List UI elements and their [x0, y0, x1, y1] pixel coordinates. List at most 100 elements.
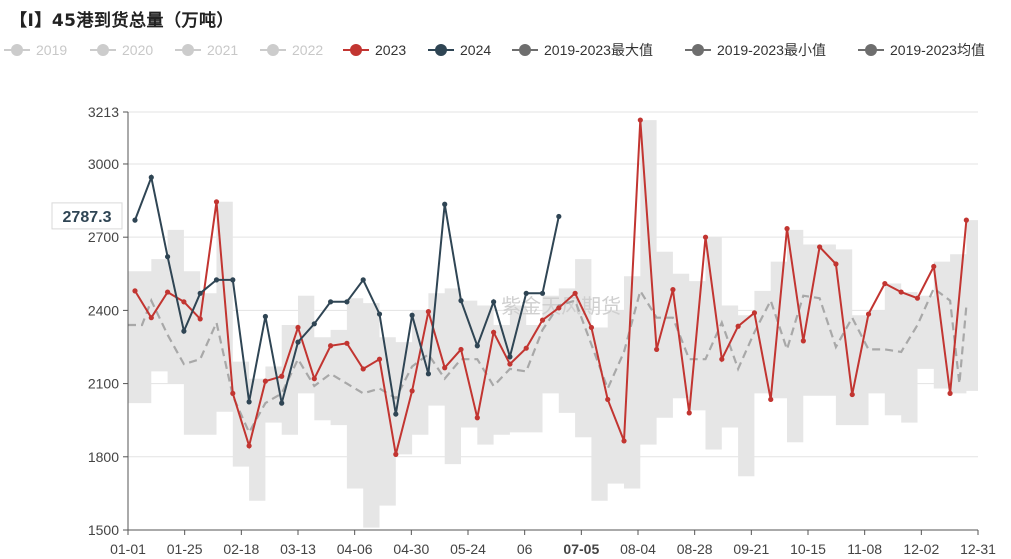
legend-marker-icon: [90, 42, 116, 58]
data-point-2023: [458, 346, 464, 353]
data-point-2023: [947, 390, 953, 396]
data-point-2024: [328, 299, 334, 305]
data-point-2023: [588, 324, 595, 331]
data-point-2023: [344, 340, 350, 346]
data-point-2024: [148, 174, 154, 180]
y-tick-label: 2100: [88, 376, 119, 392]
data-point-2023: [751, 310, 758, 316]
data-point-2024: [425, 371, 432, 377]
data-point-2024: [393, 411, 399, 417]
chart-title: 【I】45港到货总量（万吨）: [10, 11, 234, 31]
data-point-2023: [148, 315, 154, 321]
legend-item-2023[interactable]: 2023: [343, 38, 406, 62]
data-point-2024: [491, 299, 497, 305]
data-point-2023: [800, 338, 806, 344]
legend-item-2024[interactable]: 2024: [428, 38, 491, 62]
legend-label: 2019-2023均值: [890, 42, 985, 58]
legend-label: 2023: [375, 42, 407, 58]
legend-marker-icon: [4, 42, 30, 58]
legend-marker-icon: [858, 42, 884, 58]
legend-item-2019-2023最小值[interactable]: 2019-2023最小值: [685, 38, 826, 62]
x-tick-label: 03-13: [280, 541, 316, 557]
x-tick-label: 09-21: [733, 541, 769, 557]
x-tick-label: 05-24: [450, 541, 486, 557]
legend-item-2019-2023均值[interactable]: 2019-2023均值: [858, 38, 985, 62]
data-point-2023: [393, 451, 399, 457]
data-point-2023: [262, 378, 268, 384]
data-point-2023: [963, 217, 969, 223]
data-point-2024: [181, 328, 187, 334]
y-tick-label: 2700: [88, 229, 119, 245]
mean-layer: [128, 286, 968, 435]
data-point-2023: [882, 280, 888, 287]
data-point-2023: [442, 365, 448, 371]
data-point-2023: [686, 410, 692, 416]
data-point-2023: [279, 373, 285, 379]
legend-item-2019[interactable]: 2019: [4, 38, 67, 62]
data-point-2023: [230, 390, 236, 396]
legend-marker-icon: [512, 42, 538, 58]
data-point-2024: [474, 343, 480, 349]
legend-label: 2019: [36, 42, 68, 58]
x-tick-label: 02-18: [223, 541, 259, 557]
legend-label: 2022: [292, 42, 324, 58]
data-point-2023: [719, 356, 725, 362]
data-point-2024: [556, 213, 562, 220]
data-point-2024: [164, 254, 171, 260]
axis-pointer-label: 2787.3: [63, 209, 112, 226]
data-point-2023: [507, 361, 513, 367]
legend-label: 2024: [460, 42, 492, 58]
data-point-2024: [262, 313, 268, 320]
data-point-2023: [605, 396, 611, 403]
x-tick-label: 11-08: [847, 541, 882, 557]
x-tick-label: 12-31: [960, 541, 996, 557]
y-tick-label: 3000: [88, 156, 119, 172]
data-point-2023: [654, 346, 660, 353]
data-point-2024: [213, 277, 220, 283]
legend-marker-icon: [428, 42, 454, 58]
data-point-2023: [539, 317, 546, 323]
series-line-2023: [134, 120, 968, 455]
x-tick-label: 04-30: [393, 541, 429, 557]
data-point-2023: [132, 288, 138, 294]
band-layer: [128, 120, 978, 528]
data-point-2023: [735, 323, 741, 329]
data-point-2024: [458, 298, 464, 304]
axis-layer: 1500 1800 2100 2400 2700 3000 3213 01-01 01-25 02…: [88, 104, 996, 557]
data-point-2023: [523, 345, 529, 351]
data-point-2023: [849, 391, 855, 398]
data-point-2023: [898, 289, 904, 295]
legend-label: 2020: [122, 42, 154, 58]
max-min-band: [128, 120, 978, 528]
x-tick-label: 06: [517, 541, 533, 557]
legend-item-2019-2023最大值[interactable]: 2019-2023最大值: [512, 38, 653, 62]
legend-marker-icon: [175, 42, 201, 58]
data-point-2023: [768, 396, 774, 403]
legend-label: 2019-2023最小值: [717, 42, 826, 58]
legend-marker-icon: [685, 42, 711, 58]
data-point-2023: [246, 443, 252, 449]
data-point-2023: [474, 415, 480, 421]
x-tick-label: 08-04: [620, 541, 656, 557]
legend-item-2022[interactable]: 2022: [260, 38, 323, 62]
legend-marker-icon: [260, 42, 286, 58]
x-tick-label: 04-06: [337, 541, 373, 557]
data-point-2023: [702, 234, 709, 240]
series-line-mean: [128, 286, 968, 435]
data-point-2024: [230, 277, 236, 283]
y-tick-label: 1800: [88, 449, 119, 465]
data-point-2024: [360, 277, 366, 283]
data-point-2023: [556, 305, 562, 311]
data-point-2023: [360, 366, 366, 372]
axis-pointer-box: [51, 202, 123, 230]
data-point-2023: [670, 287, 676, 293]
data-point-2023: [572, 290, 578, 296]
y-tick-label: 1500: [88, 522, 119, 538]
data-point-2023: [833, 261, 839, 267]
data-point-2023: [931, 263, 937, 270]
legend-item-2021[interactable]: 2021: [175, 38, 238, 62]
legend-item-2020[interactable]: 2020: [90, 38, 153, 62]
data-point-2023: [311, 376, 317, 382]
data-point-2023: [621, 438, 627, 444]
